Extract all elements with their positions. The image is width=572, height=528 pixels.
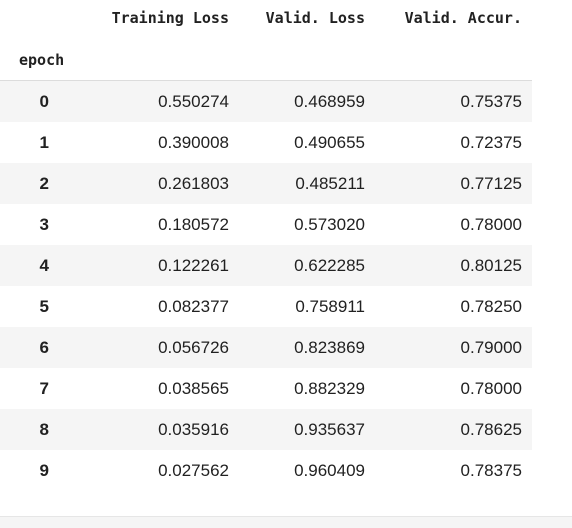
index-name-row: epoch: [0, 38, 532, 81]
training-loss-cell: 0.027562: [158, 461, 229, 480]
table-row: 4 0.122261 0.622285 0.80125: [0, 245, 532, 286]
valid-accur-cell: 0.75375: [460, 92, 522, 111]
row-index-cell: 3: [39, 215, 49, 234]
row-index-cell: 5: [39, 297, 49, 316]
valid-accur-cell: 0.78000: [460, 215, 522, 234]
training-loss-cell: 0.035916: [158, 420, 229, 439]
table-row: 6 0.056726 0.823869 0.79000: [0, 327, 532, 368]
row-index-cell: 4: [39, 256, 49, 275]
column-header-valid-accur: Valid. Accur.: [404, 9, 522, 27]
column-header-training-loss: Training Loss: [111, 9, 229, 27]
table-row: 8 0.035916 0.935637 0.78625: [0, 409, 532, 450]
row-index-cell: 0: [39, 92, 49, 111]
table-body: 0 0.550274 0.468959 0.75375 1 0.390008 0.49065…: [0, 81, 532, 491]
valid-accur-cell: 0.78375: [460, 461, 522, 480]
valid-loss-cell: 0.960409: [294, 461, 365, 480]
row-index-cell: 9: [39, 461, 49, 480]
training-loss-cell: 0.390008: [158, 133, 229, 152]
index-name-label: epoch: [19, 51, 65, 69]
valid-loss-cell: 0.573020: [294, 215, 365, 234]
valid-accur-cell: 0.78000: [460, 379, 522, 398]
column-header-row: Training Loss Valid. Loss Valid. Accur.: [0, 0, 532, 38]
row-index-cell: 8: [39, 420, 49, 439]
training-loss-cell: 0.180572: [158, 215, 229, 234]
valid-accur-cell: 0.80125: [460, 256, 522, 275]
row-index-cell: 7: [39, 379, 49, 398]
valid-loss-cell: 0.468959: [294, 92, 365, 111]
training-loss-cell: 0.056726: [158, 338, 229, 357]
valid-loss-cell: 0.622285: [294, 256, 365, 275]
row-index-cell: 6: [39, 338, 49, 357]
valid-accur-cell: 0.72375: [460, 133, 522, 152]
valid-loss-cell: 0.823869: [294, 338, 365, 357]
valid-accur-cell: 0.79000: [460, 338, 522, 357]
training-loss-cell: 0.038565: [158, 379, 229, 398]
table-row: 9 0.027562 0.960409 0.78375: [0, 450, 532, 491]
valid-accur-cell: 0.77125: [460, 174, 522, 193]
training-loss-cell: 0.122261: [158, 256, 229, 275]
table-row: 2 0.261803 0.485211 0.77125: [0, 163, 532, 204]
row-index-cell: 2: [39, 174, 49, 193]
column-header-valid-loss: Valid. Loss: [265, 9, 365, 27]
table-row: 3 0.180572 0.573020 0.78000: [0, 204, 532, 245]
training-loss-cell: 0.550274: [158, 92, 229, 111]
training-loss-cell: 0.082377: [158, 297, 229, 316]
valid-loss-cell: 0.882329: [294, 379, 365, 398]
table-row: 0 0.550274 0.468959 0.75375: [0, 81, 532, 122]
valid-accur-cell: 0.78250: [460, 297, 522, 316]
output-bottom-bar: [0, 516, 572, 528]
training-loss-cell: 0.261803: [158, 174, 229, 193]
table-row: 1 0.390008 0.490655 0.72375: [0, 122, 532, 163]
valid-loss-cell: 0.935637: [294, 420, 365, 439]
table-row: 5 0.082377 0.758911 0.78250: [0, 286, 532, 327]
table-row: 7 0.038565 0.882329 0.78000: [0, 368, 532, 409]
row-index-cell: 1: [39, 133, 49, 152]
valid-loss-cell: 0.490655: [294, 133, 365, 152]
valid-loss-cell: 0.485211: [295, 174, 365, 193]
valid-loss-cell: 0.758911: [295, 297, 365, 316]
valid-accur-cell: 0.78625: [460, 420, 522, 439]
